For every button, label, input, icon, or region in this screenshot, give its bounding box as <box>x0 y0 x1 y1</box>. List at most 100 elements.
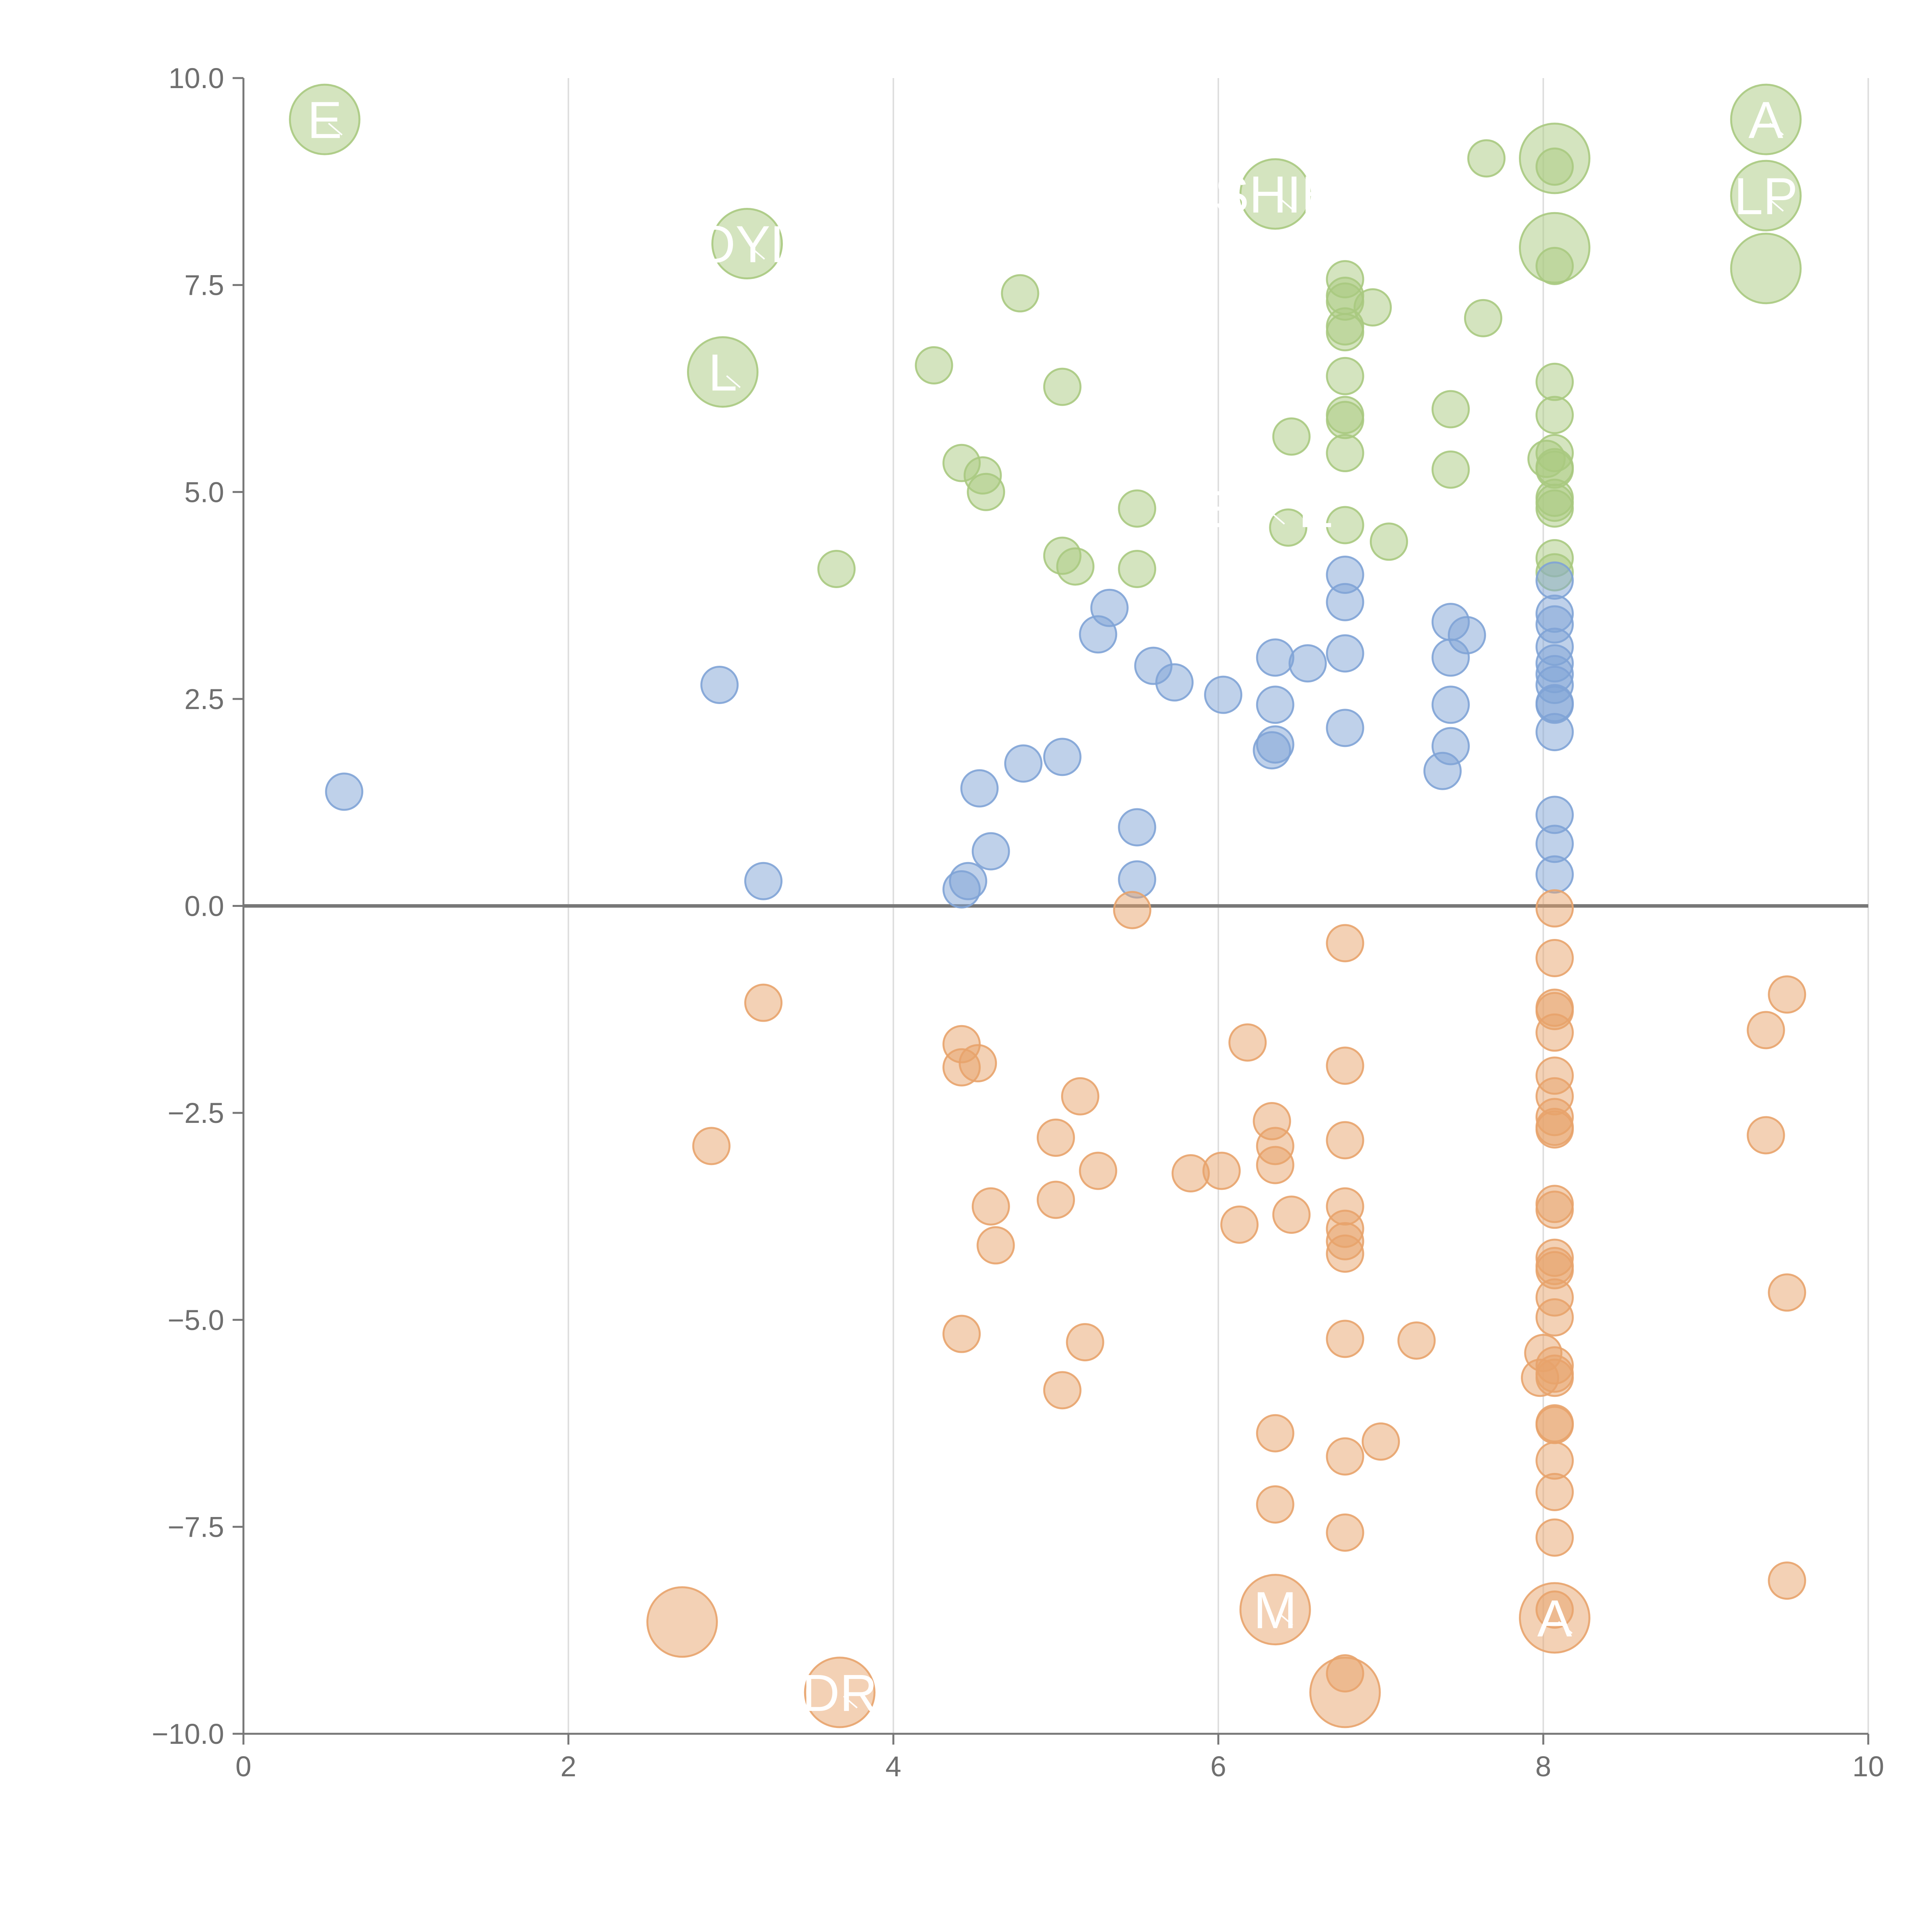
data-point-high <box>1272 417 1311 456</box>
data-point-high <box>1431 450 1470 489</box>
data-point-low <box>1202 1151 1241 1190</box>
data-point-high <box>687 336 759 408</box>
data-point-mid <box>744 862 783 900</box>
data-point-mid <box>1288 644 1327 683</box>
data-point-high <box>1056 547 1095 586</box>
data-point-low <box>1256 1146 1294 1184</box>
data-point-low <box>1535 1190 1574 1229</box>
data-point-low <box>744 983 783 1022</box>
data-point-high <box>1535 147 1574 186</box>
data-point-low <box>1326 1121 1364 1160</box>
data-point-high <box>1535 489 1574 528</box>
data-point-mid <box>1535 713 1574 752</box>
data-point-high <box>1239 158 1311 230</box>
data-point-high <box>915 346 953 384</box>
data-point-low <box>1220 1205 1259 1244</box>
data-points <box>289 83 1806 1728</box>
data-point-low <box>1768 1561 1806 1600</box>
annotation-leader-line <box>1278 1613 1293 1626</box>
x-tick-label: 6 <box>1210 1750 1226 1782</box>
point-annotation-label: SHIE <box>1214 165 1336 224</box>
data-point-low <box>1535 1590 1574 1629</box>
data-point-low <box>1326 1046 1364 1085</box>
x-tick-label: 10 <box>1852 1750 1884 1782</box>
data-point-low <box>1228 1023 1267 1062</box>
data-point-mid <box>960 769 999 808</box>
data-point-low <box>1535 889 1574 928</box>
data-point-mid <box>1326 709 1364 747</box>
data-point-mid <box>1326 583 1364 621</box>
x-tick-label: 8 <box>1535 1750 1551 1782</box>
data-point-low <box>1326 1320 1364 1358</box>
data-point-mid <box>325 772 364 811</box>
x-tick-label: 0 <box>235 1750 251 1782</box>
annotation-leader-line <box>328 122 343 136</box>
data-point-mid <box>1431 685 1470 724</box>
data-point-mid <box>1256 638 1294 677</box>
point-labels: E OYL L SHIE A LP E P E DR M A <box>307 91 1798 1722</box>
data-point-low <box>976 1226 1015 1265</box>
data-point-low <box>1768 1273 1806 1312</box>
annotation-leader-line <box>750 247 765 260</box>
point-annotation-label: E P E <box>1201 480 1333 538</box>
data-point-low <box>1037 1180 1075 1219</box>
data-point-low <box>959 1044 997 1083</box>
annotation-leader-line <box>1769 199 1784 212</box>
data-point-low <box>1521 1359 1560 1397</box>
data-point-high <box>1118 489 1156 528</box>
data-point-high <box>1118 550 1156 588</box>
data-point-mid <box>971 832 1010 871</box>
y-tick-label: −7.5 <box>168 1511 224 1543</box>
axes: 10.0 7.5 5.0 2.5 0.0 −2.5 −5.0 −7.5 −10.0 0 2 4 6 8 10 <box>152 62 1884 1782</box>
point-annotation-label: A <box>1748 91 1783 149</box>
data-point-high <box>1535 247 1574 285</box>
y-tick-label: 10.0 <box>168 62 224 94</box>
data-point-high <box>1535 362 1574 401</box>
data-point-low <box>1272 1196 1311 1234</box>
y-tick-label: 5.0 <box>184 476 224 508</box>
annotation-leader-line <box>1769 122 1784 136</box>
data-point-low <box>1326 1234 1364 1273</box>
data-point-low <box>1535 939 1574 977</box>
annotation-leader-line <box>1558 1621 1573 1634</box>
data-point-high <box>967 473 1005 511</box>
data-point-low <box>1256 1414 1294 1452</box>
data-point-low <box>1397 1321 1436 1360</box>
point-annotation-label: DR <box>802 1664 878 1722</box>
x-tick-label: 4 <box>885 1750 901 1782</box>
y-tick-label: 7.5 <box>184 269 224 301</box>
data-point-mid <box>1004 744 1043 783</box>
data-point-low <box>1768 975 1806 1014</box>
point-annotation-label: E <box>307 91 342 149</box>
data-point-low <box>1535 1110 1574 1149</box>
data-point-low <box>1066 1323 1104 1362</box>
data-point-low <box>1061 1077 1100 1116</box>
y-tick-label: 0.0 <box>184 890 224 922</box>
data-point-high <box>1326 506 1364 544</box>
point-annotation-label: L <box>708 344 737 402</box>
data-point-low <box>1326 1654 1364 1693</box>
data-point-low <box>1239 1574 1311 1646</box>
data-point-high <box>1730 233 1802 304</box>
data-point-low <box>942 1315 981 1353</box>
data-point-low <box>1256 1485 1294 1524</box>
point-annotation-label: M <box>1253 1581 1297 1639</box>
data-point-high <box>817 550 856 588</box>
point-annotation-label: LP <box>1734 167 1798 225</box>
data-point-high <box>1326 401 1364 439</box>
annotation-leader-line <box>1270 512 1285 525</box>
data-point-high <box>1370 522 1408 561</box>
y-tick-label: −2.5 <box>168 1097 224 1129</box>
data-point-low <box>1535 1473 1574 1511</box>
data-point-low <box>692 1127 731 1165</box>
data-point-high <box>1001 274 1039 313</box>
data-point-mid <box>1535 855 1574 894</box>
data-point-low <box>1535 1298 1574 1337</box>
data-point-low <box>971 1187 1010 1226</box>
y-tick-label: 2.5 <box>184 683 224 715</box>
data-point-mid <box>1155 663 1194 702</box>
data-point-low <box>1535 1013 1574 1052</box>
data-point-low <box>1535 1518 1574 1557</box>
data-point-low <box>646 1586 718 1658</box>
data-point-high <box>1464 299 1502 337</box>
